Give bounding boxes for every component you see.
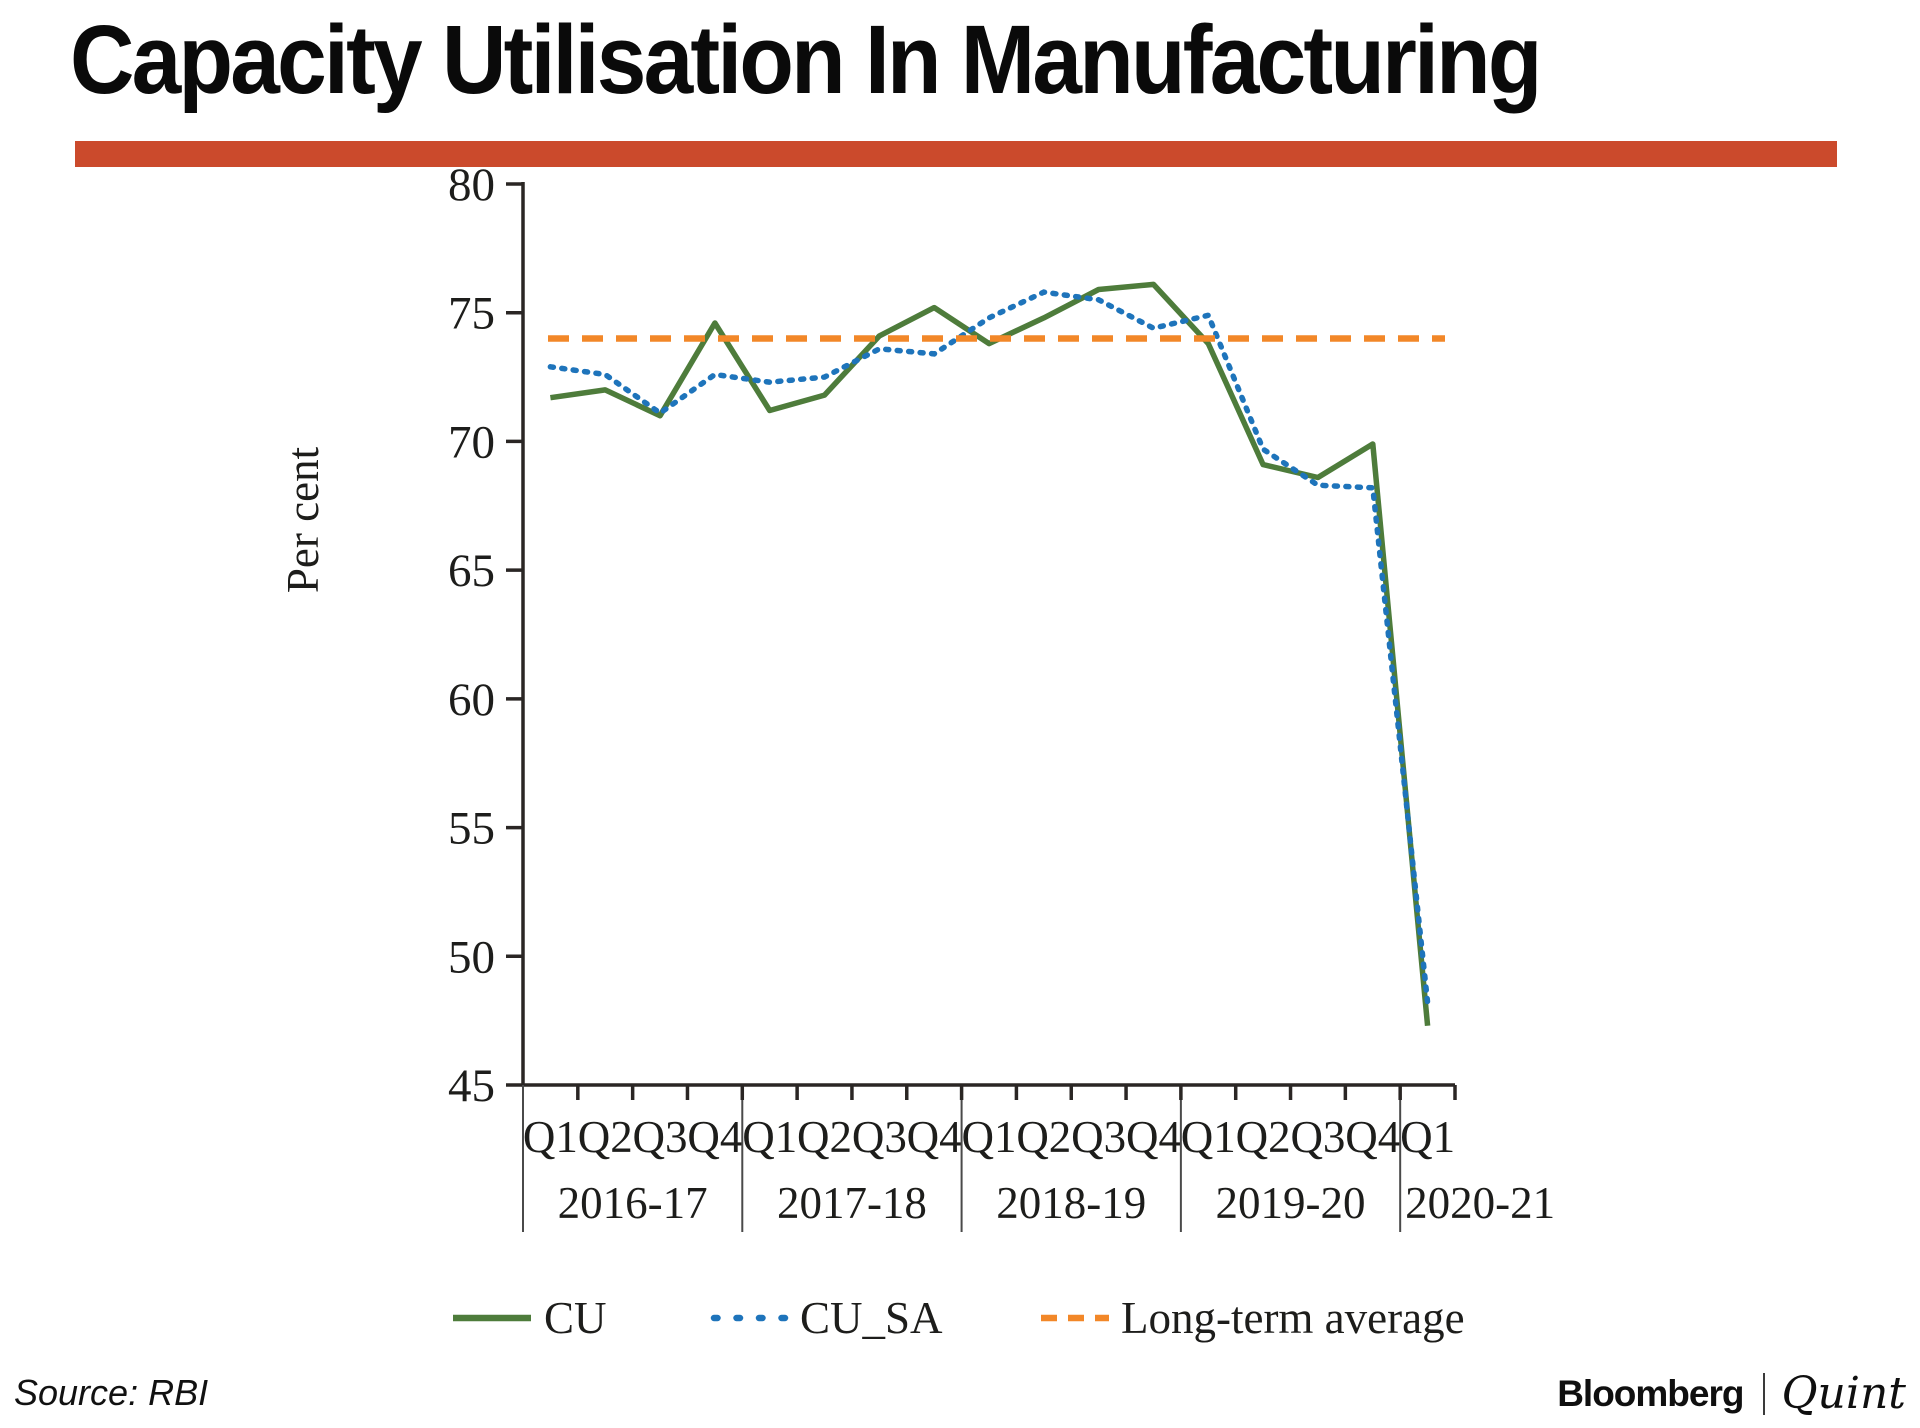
quarter-label: Q3 (852, 1112, 907, 1162)
legend-item-cu-sa: CU_SA (710, 1293, 943, 1343)
cu-line (550, 281, 1431, 1027)
quarter-label: Q1 (742, 1112, 797, 1162)
page-title: Capacity Utilisation In Manufacturing (70, 5, 1542, 114)
quarter-label: Q3 (1290, 1112, 1345, 1162)
y-axis-title: Per cent (278, 446, 328, 593)
quarter-label: Q4 (907, 1112, 962, 1162)
quarter-label: Q1 (1181, 1112, 1236, 1162)
legend-item-cu: CU (450, 1293, 607, 1343)
cu-sa-line (547, 289, 1431, 1006)
quarter-label: Q4 (1345, 1112, 1400, 1162)
y-tick-label: 80 (448, 159, 495, 211)
y-tick-label: 55 (448, 803, 495, 855)
year-label: 2017-18 (777, 1178, 927, 1228)
brand-logo: Bloomberg Quint (1557, 1368, 1906, 1419)
y-tick-label: 50 (448, 931, 495, 983)
y-tick-label: 65 (448, 545, 495, 597)
year-label: 2020-21 (1405, 1178, 1555, 1228)
quarter-label: Q2 (1016, 1112, 1071, 1162)
year-label: 2019-20 (1216, 1178, 1366, 1228)
y-tick-label: 70 (448, 416, 495, 468)
y-tick-label: 60 (448, 674, 495, 726)
quarter-label: Q3 (633, 1112, 688, 1162)
quarter-label: Q4 (1126, 1112, 1181, 1162)
quarter-label: Q1 (523, 1112, 578, 1162)
quarter-label: Q4 (687, 1112, 742, 1162)
year-label: 2018-19 (996, 1178, 1146, 1228)
bloomberg-logo: Bloomberg (1557, 1372, 1744, 1414)
quint-logo: Quint (1781, 1368, 1906, 1419)
legend-label: Long-term average (1121, 1293, 1465, 1343)
quarter-label: Q1 (962, 1112, 1017, 1162)
title-accent-bar (75, 141, 1837, 167)
legend-label: CU_SA (800, 1293, 943, 1343)
y-tick-label: 75 (448, 288, 495, 340)
quarter-label: Q3 (1071, 1112, 1126, 1162)
quarter-label: Q2 (578, 1112, 633, 1162)
legend-swatch-solid (453, 1314, 531, 1322)
legend-label: CU (544, 1293, 607, 1343)
legend-item-long-term-average: Long-term average (1039, 1293, 1465, 1343)
legend-swatch-dotted (710, 1314, 790, 1322)
quarter-label: Q1 (1400, 1112, 1455, 1162)
legend-swatch-dashed (1041, 1314, 1109, 1322)
source-note: Source: RBI (14, 1372, 209, 1413)
brand-divider (1763, 1372, 1766, 1415)
quarter-label: Q2 (797, 1112, 852, 1162)
quarter-label: Q2 (1236, 1112, 1291, 1162)
y-tick-label: 45 (448, 1060, 495, 1112)
year-label: 2016-17 (558, 1178, 708, 1228)
